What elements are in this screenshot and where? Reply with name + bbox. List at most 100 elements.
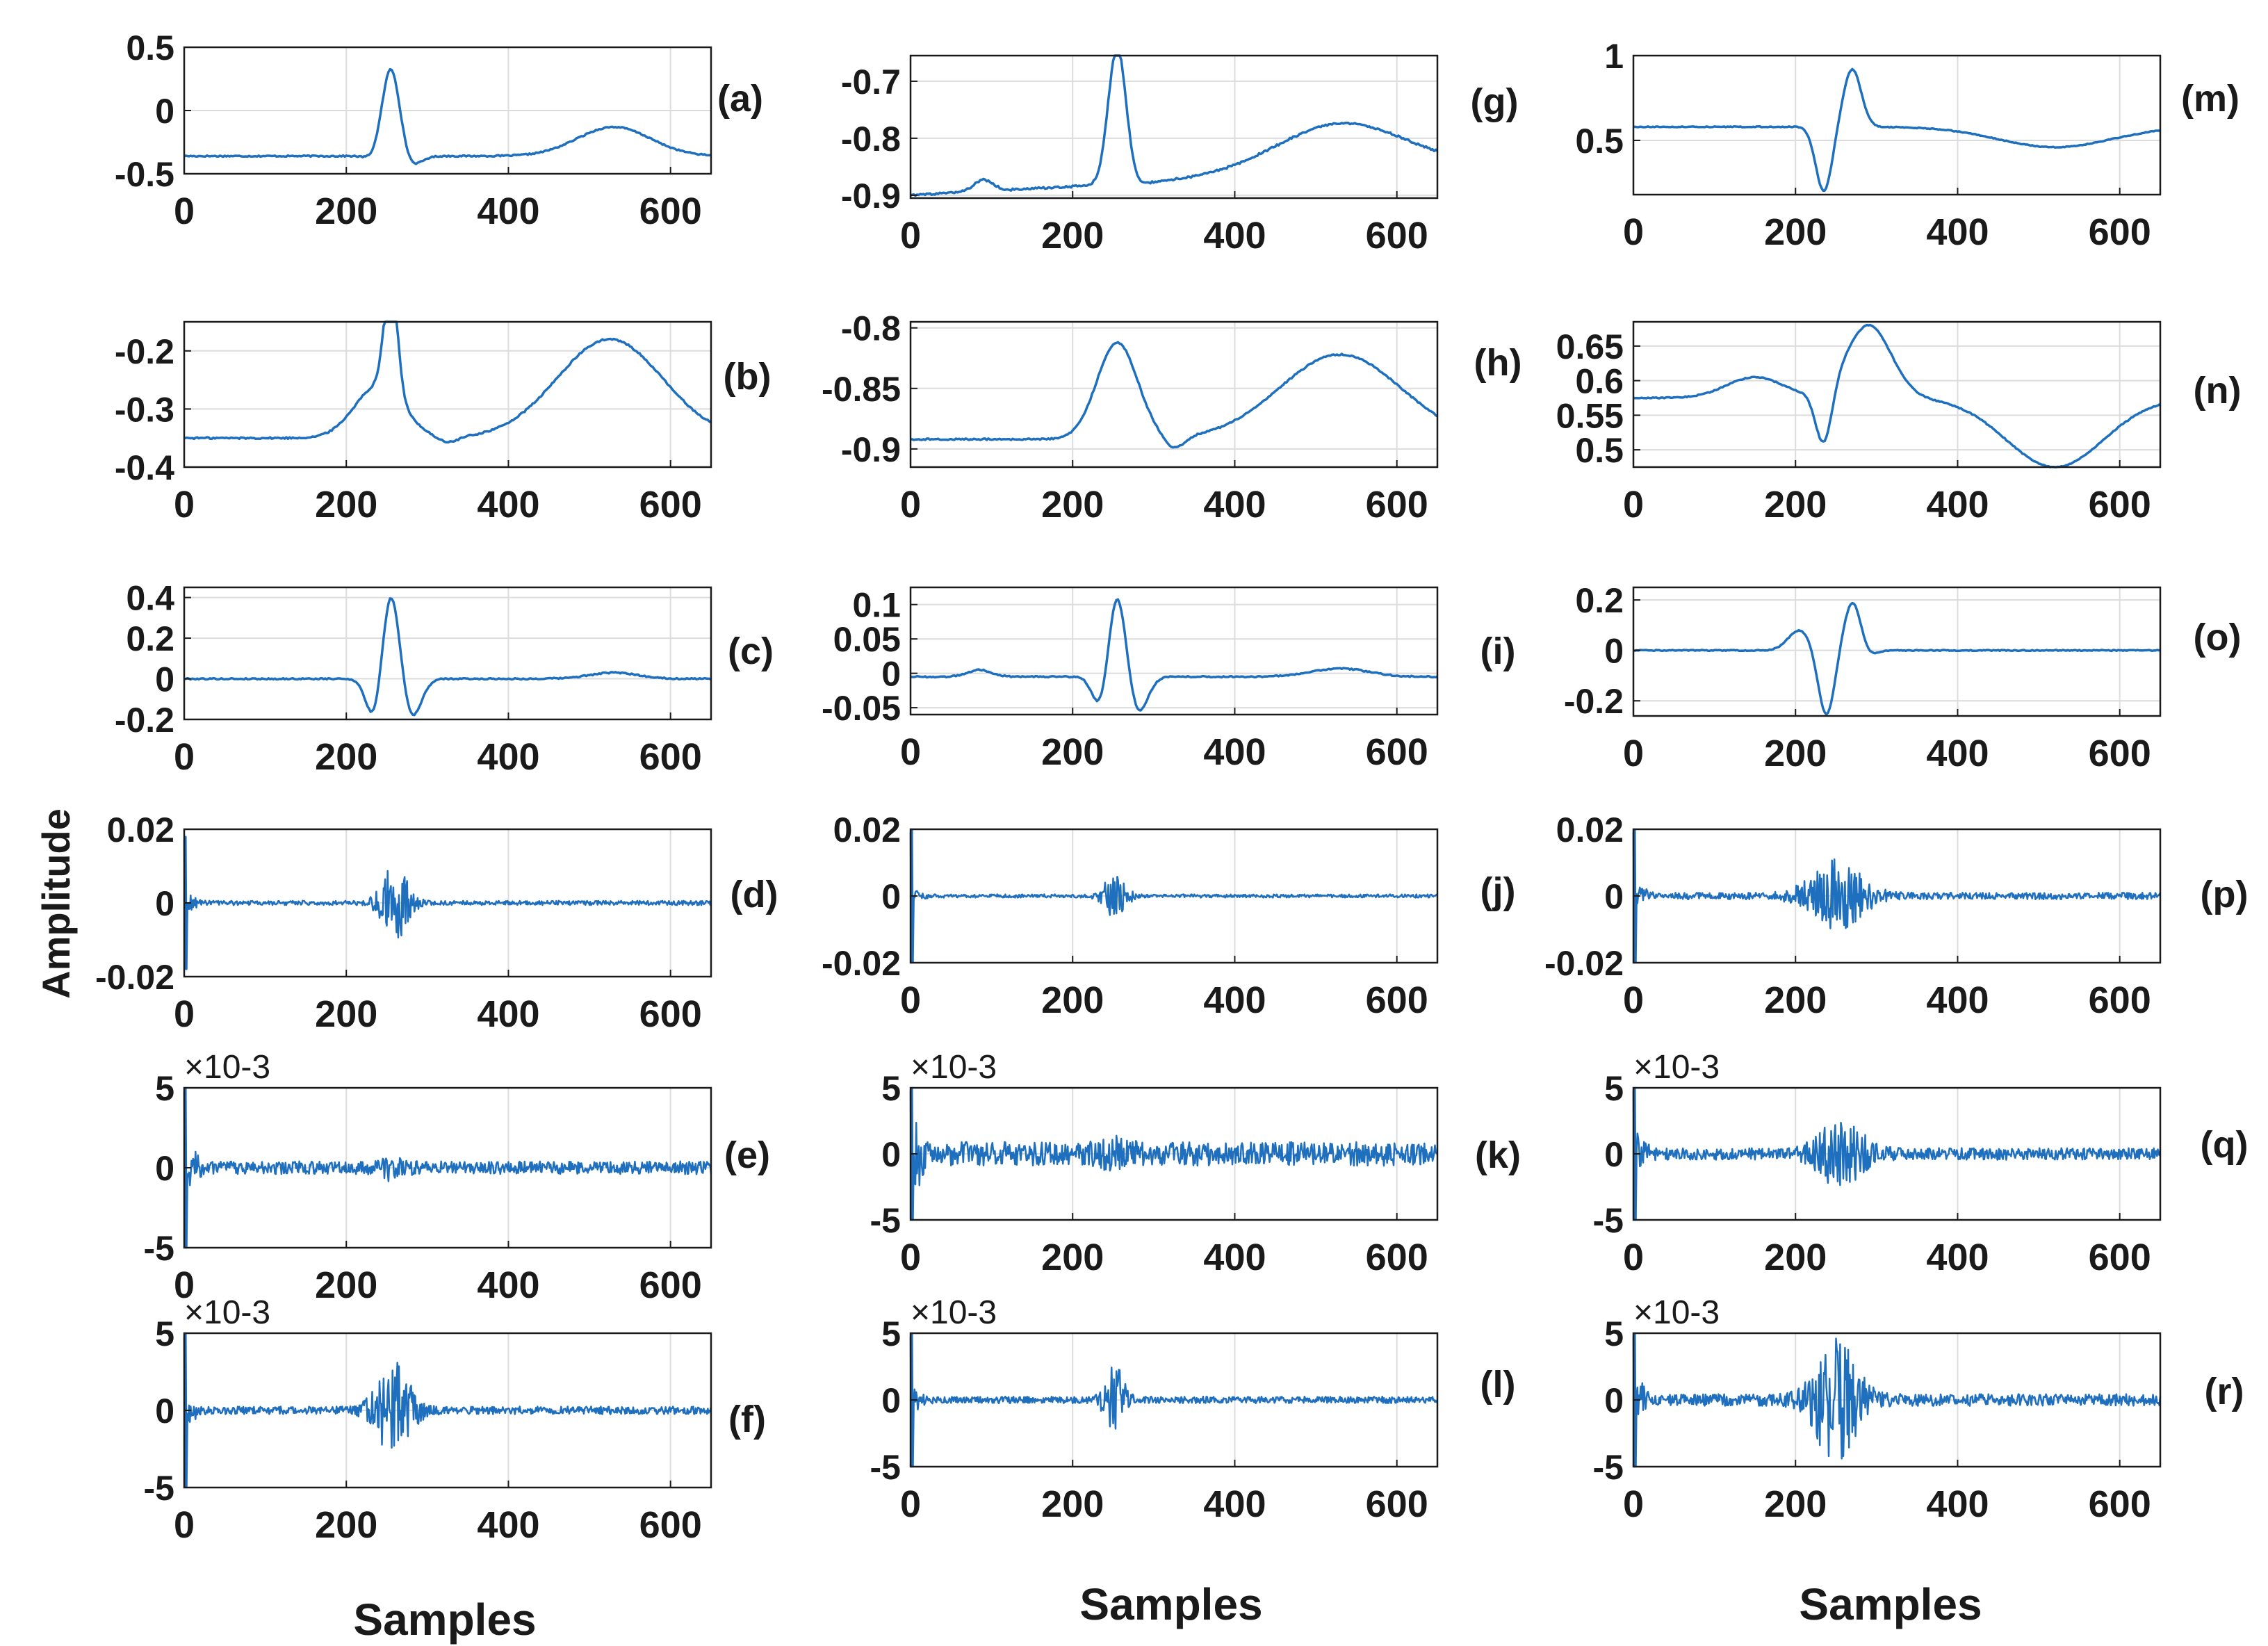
x-tick-label: 400 (477, 484, 539, 525)
y-tick-label: 0.02 (1556, 810, 1624, 849)
y-tick-label: 0 (155, 1392, 174, 1431)
series-line-i (911, 598, 1438, 712)
panel-label-c: (c) (728, 630, 774, 672)
panel-label-m: (m) (2181, 78, 2240, 120)
x-tick-label: 0 (900, 215, 921, 256)
x-tick-label: 400 (1203, 731, 1266, 773)
x-tick-label: 600 (639, 484, 702, 525)
panel-label-f: (f) (728, 1399, 766, 1440)
x-tick-label: 400 (1926, 211, 1989, 253)
panel-label-k: (k) (1475, 1134, 1521, 1176)
x-tick-label: 200 (1041, 1483, 1104, 1525)
x-tick-label: 0 (1623, 211, 1644, 253)
x-tick-label: 400 (477, 1504, 539, 1546)
x-tick-label: 600 (639, 1264, 702, 1306)
y-tick-label: -0.02 (1544, 944, 1624, 983)
series-line-b (183, 320, 712, 443)
y-tick-label: 0.1 (852, 586, 901, 625)
series-line-o (1633, 601, 2161, 716)
series-line-j (909, 828, 1439, 964)
axes-box (183, 320, 712, 468)
y-tick-label: 0.02 (833, 810, 901, 849)
plot-area (184, 587, 711, 719)
plot-area (911, 56, 1437, 198)
series-line-h (910, 341, 1438, 449)
axes-box (183, 586, 712, 721)
x-tick-label: 0 (174, 1264, 195, 1306)
series-line-f (183, 1332, 712, 1489)
y-tick-label: 0 (155, 884, 174, 923)
y-tick-label: 5 (881, 1069, 901, 1108)
y-tick-label: 0 (1604, 877, 1624, 916)
panel-label-g: (g) (1471, 81, 1519, 123)
plot-area (911, 322, 1437, 467)
x-tick-label: 200 (315, 1264, 377, 1306)
x-tick-label: 600 (2089, 1237, 2151, 1278)
x-tick-label: 600 (2089, 211, 2151, 253)
y-tick-label: -0.4 (115, 448, 174, 487)
subplot-n: 0 200 400 600 0.650.60.550.5 (n) (1556, 320, 2242, 525)
x-tick-label: 200 (315, 484, 377, 525)
x-tick-label: 600 (639, 1504, 702, 1546)
x-tick-label: 600 (1366, 979, 1428, 1021)
x-tick-label: 600 (2089, 733, 2151, 774)
x-tick-label: 400 (1203, 1237, 1266, 1278)
panel-label-a: (a) (717, 78, 763, 120)
y-tick-label: -0.9 (841, 177, 901, 215)
x-tick-label: 400 (1926, 1483, 1989, 1525)
plot-area (184, 322, 711, 467)
y-tick-label: 0 (881, 655, 901, 694)
y-tick-label: -0.02 (95, 958, 174, 997)
x-tick-label: 600 (1366, 215, 1428, 256)
y-tick-label: 0.2 (126, 619, 174, 658)
axes-box (1632, 320, 2162, 468)
panel-label-i: (i) (1480, 630, 1516, 672)
series-line-k (909, 1086, 1439, 1221)
x-tick-label: 0 (1623, 484, 1644, 525)
y-tick-label: 0.5 (126, 28, 174, 67)
plot-area (1633, 322, 2160, 467)
y-tick-label: -5 (144, 1469, 174, 1508)
x-tick-label: 400 (1926, 1237, 1989, 1278)
panel-label-b: (b) (724, 356, 772, 398)
x-tick-label: 400 (1203, 484, 1266, 525)
x-tick-label: 200 (1764, 733, 1827, 774)
x-tick-label: 200 (1041, 215, 1104, 256)
x-tick-label: 400 (1926, 979, 1989, 1021)
x-tick-label: 0 (900, 979, 921, 1021)
x-tick-label: 0 (174, 484, 195, 525)
panel-label-d: (d) (731, 874, 778, 915)
y-tick-label: -0.5 (115, 155, 174, 194)
y-tick-label: -0.05 (822, 689, 901, 728)
panel-label-l: (l) (1480, 1364, 1516, 1405)
panel-label-n: (n) (2194, 370, 2242, 412)
x-tick-label: 200 (1041, 484, 1104, 525)
y-tick-label: 0 (155, 92, 174, 131)
series-line-n (1633, 323, 2161, 468)
series-line-m (1633, 67, 2160, 192)
y-tick-label: -5 (1593, 1448, 1624, 1487)
x-tick-label: 0 (1623, 1237, 1644, 1278)
y-tick-label: 0 (155, 660, 174, 699)
x-tick-label: 0 (1623, 1483, 1644, 1525)
y-tick-label: -0.2 (1564, 682, 1624, 721)
x-tick-label: 600 (639, 190, 702, 232)
series-line-g (910, 54, 1439, 197)
y-tick-label: -5 (1593, 1201, 1624, 1240)
x-tick-label: 200 (1041, 979, 1104, 1021)
x-tick-label: 200 (1041, 1237, 1104, 1278)
x-tick-label: 600 (639, 993, 702, 1035)
x-tick-label: 200 (1041, 731, 1104, 773)
y-tick-label: 5 (881, 1314, 901, 1353)
axis-exponent-label: ×10-3 (911, 1294, 997, 1331)
y-tick-label: 0 (155, 1149, 174, 1188)
x-tick-label: 600 (1366, 731, 1428, 773)
